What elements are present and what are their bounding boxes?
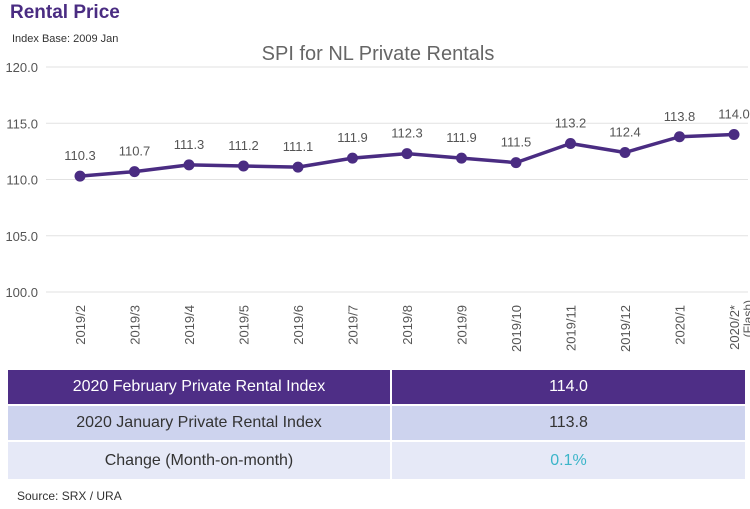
data-point bbox=[456, 152, 467, 164]
data-point bbox=[74, 170, 86, 182]
data-point bbox=[347, 152, 358, 164]
x-tick-label: 2019/11 bbox=[564, 305, 579, 351]
x-tick-label: 2020/1 bbox=[673, 305, 688, 345]
data-point bbox=[674, 131, 685, 143]
x-tick-label: 2019/4 bbox=[182, 305, 197, 345]
data-label: 111.9 bbox=[337, 130, 368, 145]
jan-index-label: 2020 January Private Rental Index bbox=[8, 406, 390, 440]
change-label: Change (Month-on-month) bbox=[8, 442, 390, 479]
summary-table: 2020 February Private Rental Index 114.0… bbox=[8, 370, 745, 481]
y-tick-label: 110.0 bbox=[6, 173, 38, 188]
x-tick-label: 2019/12 bbox=[618, 305, 633, 352]
x-tick-label: 2019/5 bbox=[237, 305, 252, 345]
data-label: 110.7 bbox=[119, 144, 151, 159]
data-label: 112.4 bbox=[609, 125, 641, 140]
x-tick-note: (Flash) bbox=[741, 300, 750, 337]
data-point bbox=[129, 166, 140, 178]
chart-title: SPI for NL Private Rentals bbox=[262, 43, 495, 65]
line-chart: SPI for NL Private Rentals 100.0 105.0 110.… bbox=[5, 43, 750, 352]
source-note: Source: SRX / URA bbox=[17, 489, 122, 503]
data-point bbox=[510, 157, 522, 169]
data-label: 111.3 bbox=[174, 137, 205, 152]
data-point bbox=[619, 147, 631, 158]
x-tick-label: 2019/6 bbox=[291, 305, 306, 345]
jan-index-value: 113.8 bbox=[392, 406, 745, 440]
x-tick-label: 2019/10 bbox=[509, 305, 524, 352]
data-point bbox=[565, 138, 576, 149]
data-label: 111.1 bbox=[283, 139, 314, 154]
data-label: 111.5 bbox=[501, 135, 532, 150]
data-point bbox=[183, 159, 195, 171]
data-label: 111.9 bbox=[446, 130, 477, 145]
data-label: 112.3 bbox=[391, 126, 423, 141]
feb-index-label: 2020 February Private Rental Index bbox=[8, 370, 390, 404]
x-tick-label: 2020/2* bbox=[727, 305, 742, 350]
x-tick-label: 2019/2 bbox=[73, 305, 88, 345]
x-tick-label: 2019/3 bbox=[128, 305, 143, 345]
data-label: 110.3 bbox=[64, 148, 96, 163]
data-point bbox=[238, 160, 249, 172]
change-value: 0.1% bbox=[392, 442, 745, 479]
data-label: 113.2 bbox=[555, 116, 587, 131]
corner-mark: " bbox=[706, 0, 710, 8]
page-title: Rental Price bbox=[10, 2, 120, 23]
y-tick-label: 115.0 bbox=[6, 116, 38, 131]
y-tick-label: 120.0 bbox=[5, 60, 38, 75]
x-tick-label: 2019/9 bbox=[455, 305, 470, 345]
table-row: Change (Month-on-month) 0.1% bbox=[8, 442, 745, 479]
y-tick-label: 105.0 bbox=[5, 229, 38, 244]
data-point bbox=[292, 161, 304, 173]
data-label: 111.2 bbox=[228, 138, 259, 153]
data-label: 114.0 bbox=[718, 107, 750, 122]
data-point bbox=[401, 148, 413, 160]
data-label: 113.8 bbox=[664, 109, 696, 124]
table-row: 2020 February Private Rental Index 114.0 bbox=[8, 370, 745, 404]
y-tick-label: 100.0 bbox=[5, 285, 38, 300]
feb-index-value: 114.0 bbox=[392, 370, 745, 404]
x-tick-label: 2019/7 bbox=[346, 305, 361, 345]
index-base-note: Index Base: 2009 Jan bbox=[12, 33, 119, 45]
x-tick-label: 2019/8 bbox=[400, 305, 415, 345]
data-point bbox=[728, 129, 740, 140]
table-row: 2020 January Private Rental Index 113.8 bbox=[8, 406, 745, 440]
